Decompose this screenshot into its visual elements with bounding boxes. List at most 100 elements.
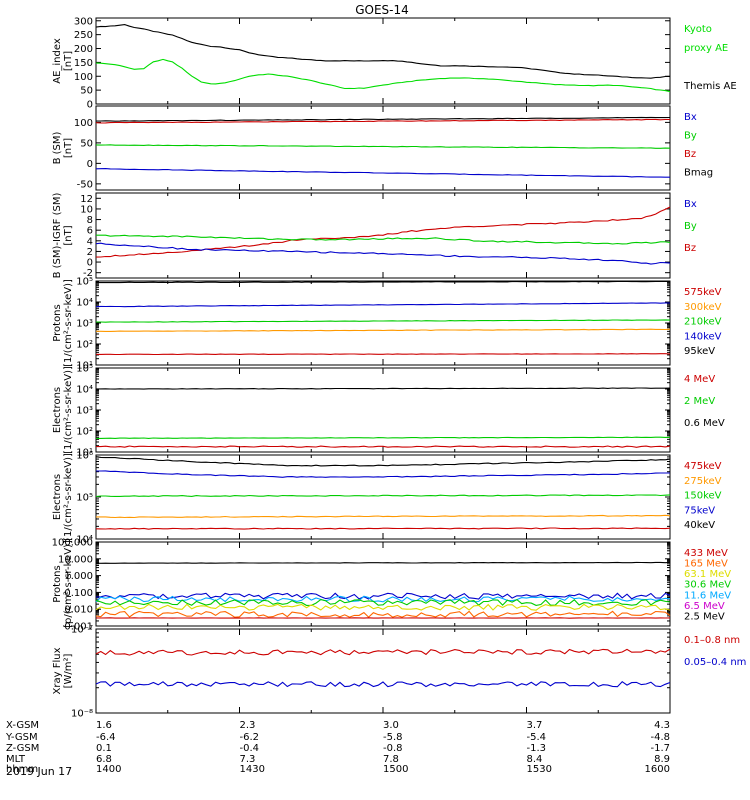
y-axis-label-line: Protons: [52, 304, 63, 341]
y-tick-label: -50: [77, 179, 93, 190]
panel-frame: [95, 367, 671, 453]
x-axis-value: 1600: [645, 764, 670, 775]
series-line-30-6-MeV: [95, 598, 671, 606]
series-line-By: [96, 234, 671, 245]
panel-frame: [95, 280, 671, 366]
y-tick-label: 10⁵: [76, 493, 93, 504]
x-axis-value: 3.0: [383, 720, 399, 731]
y-tick-label: 6: [87, 226, 93, 237]
y-axis-label-line: B (SM)-IGRF (SM): [52, 193, 63, 279]
date-label: 2019 Jun 17: [6, 765, 72, 778]
y-axis-label: Electrons[1/(cm²-s-sr-keV)]: [52, 453, 74, 541]
legend-entry: Themis AE: [683, 81, 737, 92]
x-axis-value: 7.3: [240, 754, 256, 765]
y-tick-label: 0: [87, 258, 93, 269]
y-tick-label: 100.000: [52, 538, 93, 549]
y-tick-label: 10¹: [76, 361, 93, 372]
x-axis-value: 1530: [527, 764, 552, 775]
legend-entry: 300keV: [684, 302, 722, 313]
y-axis-label-line: [nT]: [63, 225, 74, 245]
series-line-300keV: [96, 328, 671, 332]
series-line-Bz: [95, 206, 671, 258]
chart-title: GOES-14: [355, 3, 409, 17]
legend-entry: Bx: [684, 112, 697, 123]
y-tick-label: 0.100: [64, 588, 93, 599]
series-line-Bmag: [96, 116, 671, 122]
legend-entry: 4 MeV: [684, 374, 715, 385]
x-axis-value: -6.2: [240, 732, 260, 743]
y-tick-label: 100: [74, 72, 93, 83]
x-axis-value: 1.6: [96, 720, 112, 731]
y-tick-label: 10²: [76, 427, 93, 438]
series-line-140keV: [95, 302, 671, 308]
legend-entry: By: [684, 221, 697, 232]
y-tick-label: 250: [74, 30, 93, 41]
legend-entry: 0.6 MeV: [684, 418, 725, 429]
legend-entry: 95keV: [684, 346, 715, 357]
series-line-Bz: [95, 118, 670, 124]
y-tick-label: 10¹: [76, 448, 93, 459]
x-axis-value: -0.8: [383, 743, 403, 754]
series-line-40keV: [95, 456, 671, 467]
legend-entry: By: [684, 131, 697, 142]
series-line-2-MeV: [96, 436, 671, 439]
legend-entry: 275keV: [684, 476, 722, 487]
x-axis-value: 7.8: [383, 754, 399, 765]
y-tick-label: 0.010: [64, 605, 93, 616]
legend-entry: 210keV: [684, 317, 722, 328]
legend-entry: 40keV: [684, 520, 715, 531]
y-tick-label: 12: [80, 194, 93, 205]
x-axis-row-label: hhmm: [6, 764, 38, 775]
x-axis-value: 1500: [383, 764, 408, 775]
legend-entry: Bz: [684, 149, 696, 160]
y-axis-label: B (SM)-IGRF (SM)[nT]: [52, 193, 74, 279]
y-tick-label: 1.000: [64, 571, 93, 582]
x-axis-value: 8.9: [654, 754, 670, 765]
legend-entry: 475keV: [684, 461, 722, 472]
y-axis-label-line: Xray Flux: [52, 647, 63, 694]
y-tick-label: 300: [74, 16, 93, 27]
panel-5: 10¹10²10³10⁴10⁵Electrons[1/(cm²-s-sr-keV…: [52, 364, 725, 459]
series-line-0-05-0-4-nm: [95, 680, 671, 688]
y-axis-label: Electrons[1/(cm²-s-sr-keV)]: [52, 366, 74, 454]
series-line-275keV: [96, 514, 671, 519]
legend-entry: 165 MeV: [684, 559, 728, 570]
x-axis-value: -1.7: [650, 743, 670, 754]
y-axis-label-line: [p/(cm²-s-sr-keV)]: [63, 540, 74, 628]
y-axis-label-line: Protons: [52, 565, 63, 602]
y-axis-label: Protons[1/(cm²-s-sr-keV)]: [52, 279, 74, 367]
y-axis-label-line: [1/(cm²-s-sr-keV)]: [63, 279, 74, 367]
y-tick-label: 10⁴: [76, 535, 93, 546]
x-axis-value: -0.4: [240, 743, 260, 754]
y-axis-label-line: Electrons: [52, 387, 63, 433]
y-tick-label: 10²: [76, 340, 93, 351]
panel-8: 10⁻⁸ 10⁻⁷ Xray Flux[W/m²] 0.1–0.8 nm 0.05–0.…: [52, 625, 746, 720]
legend-entry: 11.6 MeV: [684, 590, 731, 601]
y-tick-label: 150: [74, 58, 93, 69]
panel-7: 0.0010.0100.1001.00010.000100.000Protons…: [52, 538, 732, 633]
legend-entry: Bmag: [684, 168, 713, 179]
x-axis-value: 3.7: [527, 720, 543, 731]
y-tick-label: 0: [87, 159, 93, 170]
legend-entry: 150keV: [684, 491, 722, 502]
y-tick-label: 10³: [76, 406, 93, 417]
series-line-210keV: [96, 319, 671, 323]
legend-entry: 0.1–0.8 nm: [684, 635, 740, 646]
y-tick-label: 10³: [76, 319, 93, 330]
x-axis-value: 8.4: [527, 754, 543, 765]
x-axis-value: 2.3: [240, 720, 256, 731]
y-axis-label-line: B (SM): [52, 131, 63, 164]
y-tick-label: 10.000: [58, 554, 93, 565]
legend-entry: 63.1 MeV: [684, 569, 731, 580]
x-axis-row-label: Z-GSM: [6, 743, 39, 754]
y-tick-label: 10⁻⁷: [71, 625, 93, 636]
y-tick-label: 4: [87, 236, 93, 247]
x-axis-value: -5.8: [383, 732, 403, 743]
y-tick-label: 2: [87, 247, 93, 258]
y-axis-label-line: [nT]: [63, 138, 74, 158]
y-axis-label: B (SM)[nT]: [52, 131, 74, 164]
x-axis-value: -1.3: [527, 743, 547, 754]
